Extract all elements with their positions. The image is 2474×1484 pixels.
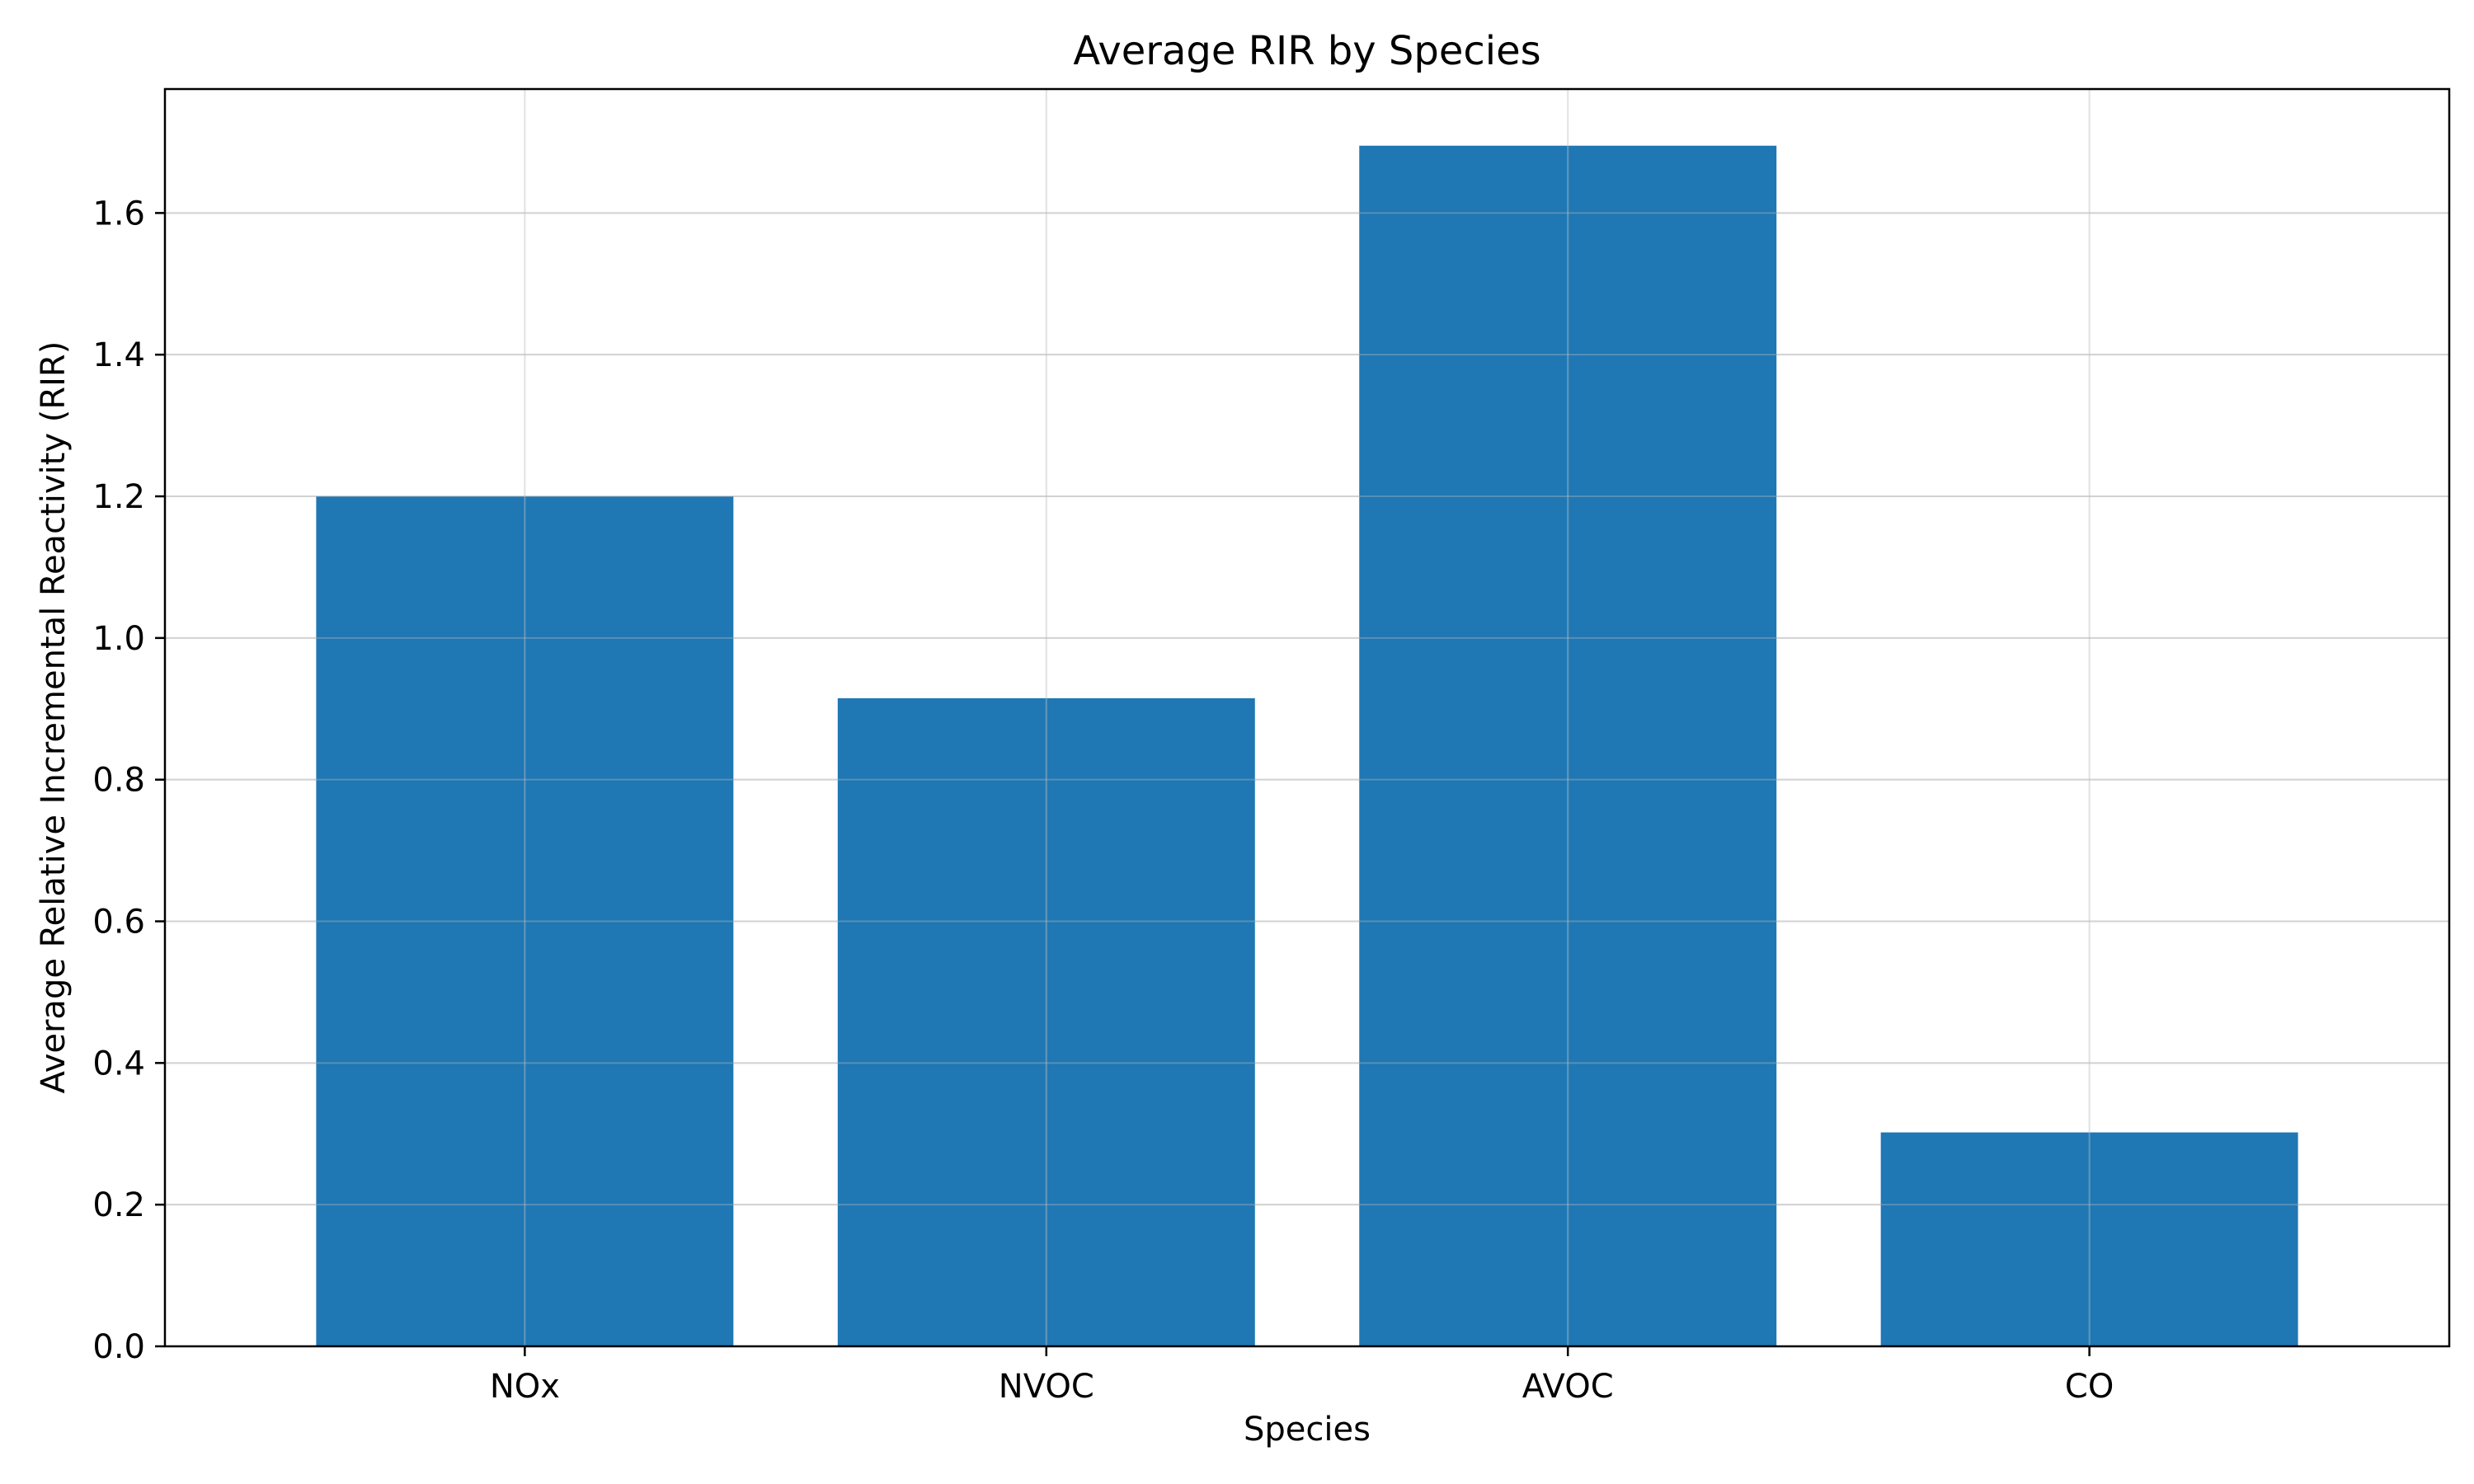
x-axis-label: Species	[1244, 1411, 1371, 1449]
y-tick-label: 0.0	[92, 1328, 145, 1366]
grid-overlay	[165, 89, 2449, 1347]
bar-nvoc	[837, 697, 1255, 1346]
y-axis: 0.0 0.2 0.4 0.6 0.8 1.0 1.2 1.4 1.6	[92, 195, 165, 1366]
x-tick-label: NVOC	[999, 1368, 1094, 1406]
bars	[316, 145, 2298, 1346]
x-tick-label: AVOC	[1522, 1368, 1614, 1406]
y-tick-label: 0.8	[92, 762, 145, 800]
x-axis: NOx NVOC AVOC CO	[490, 1346, 2114, 1406]
y-tick-label: 0.6	[92, 904, 145, 942]
y-tick-label: 1.4	[92, 336, 145, 374]
y-tick-label: 0.4	[92, 1045, 145, 1082]
y-tick-label: 1.0	[92, 620, 145, 658]
chart-title: Average RIR by Species	[1073, 28, 1540, 74]
y-axis-label: Average Relative Incremental Reactivity …	[35, 341, 73, 1094]
x-tick-label: NOx	[490, 1368, 560, 1406]
y-tick-label: 0.2	[92, 1186, 145, 1224]
bar-co	[1880, 1132, 2298, 1346]
bar-avoc	[1359, 145, 1777, 1346]
x-tick-label: CO	[2065, 1368, 2114, 1406]
y-tick-label: 1.2	[92, 478, 145, 516]
y-tick-label: 1.6	[92, 195, 145, 232]
bar-nox	[316, 496, 734, 1346]
plot-frame	[163, 87, 2451, 1348]
